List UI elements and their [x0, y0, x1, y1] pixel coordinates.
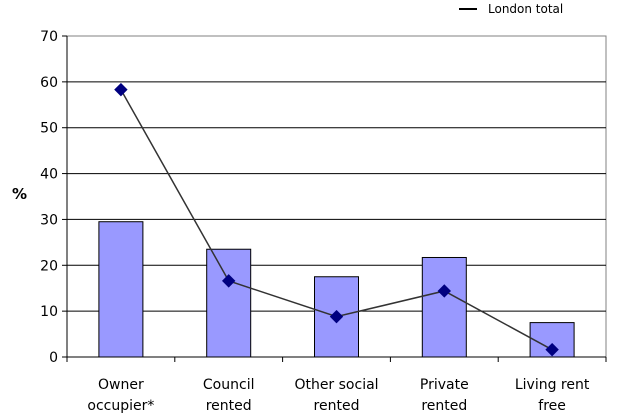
- y-tick-label: 60: [40, 75, 58, 91]
- y-tick-label: 10: [40, 304, 58, 320]
- line-point: [437, 284, 452, 298]
- legend-label-london-total: London total: [488, 2, 563, 16]
- gridlines: [67, 81, 606, 312]
- y-tick-label: 70: [40, 29, 58, 45]
- x-axis-labels: Owner occupier* Council rented Other social r…: [87, 377, 589, 414]
- y-tick-label: 40: [40, 167, 58, 183]
- legend: London total: [459, 2, 563, 16]
- bar-series: [98, 221, 575, 358]
- y-tick-label: 50: [40, 121, 58, 137]
- x-category-label: occupier*: [87, 398, 154, 414]
- x-category-label: rented: [206, 398, 252, 414]
- y-tick-label: 30: [40, 212, 58, 228]
- bar: [98, 221, 144, 358]
- y-axis-label: %: [12, 185, 27, 203]
- x-category-label: Council: [203, 377, 255, 393]
- y-tick-label: 0: [49, 350, 58, 366]
- x-category-label: rented: [314, 398, 360, 414]
- y-tick-label: 20: [40, 258, 58, 274]
- line-point: [221, 274, 236, 288]
- y-axis-ticks: 0 10 20 30 40 50 60 70: [40, 29, 68, 366]
- x-axis: [66, 356, 607, 362]
- x-category-label: Owner: [98, 377, 144, 393]
- line-point: [114, 82, 128, 97]
- x-category-label: Private: [420, 377, 469, 393]
- x-category-label: rented: [421, 398, 467, 414]
- line-series: [114, 82, 559, 357]
- bar: [206, 248, 252, 358]
- x-category-label: Living rent: [515, 377, 590, 393]
- line-point: [329, 309, 344, 324]
- x-category-label: free: [538, 398, 566, 414]
- x-category-label: Other social: [294, 377, 378, 393]
- bar: [421, 256, 467, 358]
- line-point: [545, 342, 559, 357]
